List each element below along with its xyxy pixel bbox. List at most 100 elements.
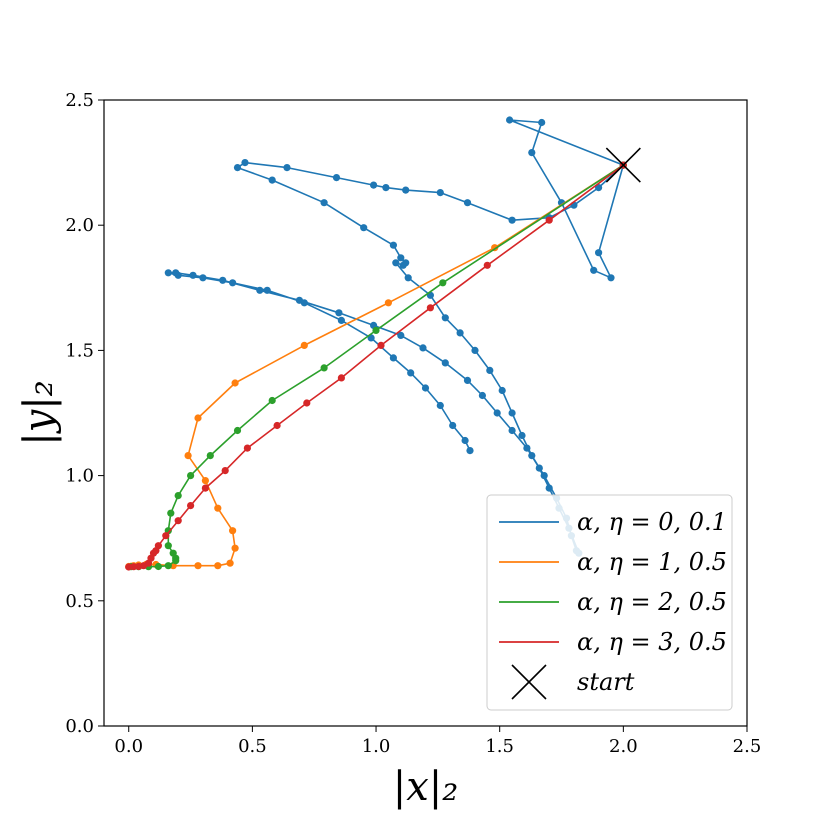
y-tick-label: 1.5 bbox=[65, 340, 94, 361]
series-1-point bbox=[590, 266, 598, 274]
legend-label: start bbox=[577, 668, 635, 696]
series-4-point bbox=[545, 216, 553, 224]
series-1-point bbox=[471, 346, 479, 354]
series-4-point bbox=[174, 517, 182, 525]
series-1-point bbox=[219, 276, 227, 284]
series-1-point bbox=[199, 274, 207, 282]
plot-area bbox=[125, 116, 641, 571]
series-3-point bbox=[320, 364, 328, 372]
series-1-point bbox=[241, 159, 249, 167]
series-1-point bbox=[370, 181, 378, 189]
plot-frame bbox=[103, 99, 748, 727]
series-1-point bbox=[337, 316, 345, 324]
x-axis-ticks: 0.0 0.5 1.0 1.5 2.0 2.5 bbox=[114, 726, 761, 757]
series-3-point bbox=[206, 452, 214, 460]
series-1-point bbox=[389, 354, 397, 362]
series-2-point bbox=[229, 527, 237, 535]
series-1-point bbox=[436, 189, 444, 197]
series-3-point bbox=[172, 557, 180, 565]
legend-item-start: start bbox=[511, 664, 635, 700]
series-1-point bbox=[300, 299, 308, 307]
legend-item: α, η = 3, 0.5 bbox=[499, 628, 727, 656]
series-4-point bbox=[483, 261, 491, 269]
series-1-point bbox=[538, 118, 546, 127]
series-1-point bbox=[402, 186, 410, 194]
series-1-point bbox=[174, 271, 182, 279]
series-1-point bbox=[493, 409, 501, 417]
series-4-point bbox=[187, 502, 195, 510]
series-1-point bbox=[360, 224, 368, 232]
y-tick-label: 0.0 bbox=[65, 716, 94, 737]
x-axis-label: |x|₂ bbox=[393, 764, 459, 810]
legend-item: α, η = 1, 0.5 bbox=[499, 548, 727, 576]
series-1-point bbox=[441, 359, 449, 367]
series-1-point bbox=[229, 279, 237, 287]
legend-label: α, η = 0, 0.1 bbox=[577, 508, 727, 536]
series-3-point bbox=[268, 396, 276, 405]
series-1-line bbox=[167, 119, 625, 554]
series-1-point bbox=[595, 249, 603, 257]
y-tick-label: 2.5 bbox=[65, 90, 94, 111]
series-2-point bbox=[194, 562, 202, 570]
series-1-point bbox=[466, 447, 474, 455]
legend-label: α, η = 2, 0.5 bbox=[577, 588, 727, 616]
series-1-point bbox=[164, 269, 172, 277]
x-tick-label: 0.5 bbox=[238, 736, 267, 757]
series-2-point bbox=[231, 544, 239, 552]
legend-box bbox=[486, 494, 733, 711]
series-1-point bbox=[463, 199, 472, 207]
y-tick-label: 1.0 bbox=[65, 466, 94, 487]
series-2-point bbox=[384, 299, 392, 307]
series-4-point bbox=[125, 563, 133, 571]
series-4-point bbox=[221, 467, 229, 475]
x-tick-label: 2.5 bbox=[733, 736, 762, 757]
series-4-point bbox=[273, 421, 281, 430]
series-3 bbox=[127, 161, 627, 571]
series-1-point bbox=[436, 401, 444, 410]
series-2-point bbox=[226, 559, 234, 567]
y-tick-label: 2.0 bbox=[65, 215, 94, 236]
series-1-point bbox=[268, 176, 276, 184]
series-1-point bbox=[233, 164, 242, 172]
start-marker bbox=[605, 147, 641, 183]
series-1-point bbox=[461, 436, 469, 445]
legend-item: α, η = 2, 0.5 bbox=[499, 588, 727, 616]
series-1-point bbox=[407, 369, 415, 377]
x-tick-label: 0.0 bbox=[114, 736, 143, 757]
series-1-point bbox=[256, 286, 264, 294]
legend-items: α, η = 0, 0.1 α, η = 1, 0.5 α, η = 2, 0.5 α… bbox=[499, 508, 727, 700]
series-2-point bbox=[184, 452, 192, 460]
series-1-point bbox=[263, 286, 271, 294]
series-4-point bbox=[303, 399, 311, 407]
series-1-point bbox=[421, 384, 430, 392]
series-4-point bbox=[337, 374, 345, 382]
series-1-point bbox=[508, 216, 516, 224]
series-4-point bbox=[377, 341, 385, 349]
series-1-point bbox=[449, 421, 457, 430]
series-1-point bbox=[545, 484, 553, 492]
x-tick-label: 2.0 bbox=[609, 736, 638, 757]
series-2-point bbox=[214, 504, 222, 512]
series-4-point bbox=[201, 484, 209, 492]
series-1-point bbox=[535, 464, 543, 472]
series-1-point bbox=[478, 391, 486, 400]
series-1-point bbox=[404, 274, 412, 282]
series-2-point bbox=[201, 477, 209, 485]
series-3-point bbox=[164, 562, 172, 570]
series-4-point bbox=[243, 444, 251, 452]
series-1-point bbox=[498, 386, 506, 395]
series-1-point bbox=[392, 259, 400, 267]
series-1-point bbox=[607, 274, 615, 282]
series-4 bbox=[125, 161, 627, 571]
series-2-point bbox=[300, 341, 308, 349]
series-3-point bbox=[167, 509, 175, 517]
series-1-point bbox=[528, 149, 536, 157]
legend: α, η = 0, 0.1 α, η = 1, 0.5 α, η = 2, 0.5 α… bbox=[486, 494, 733, 711]
y-axis-ticks: 0.0 0.5 1.0 1.5 2.0 2.5 bbox=[65, 90, 104, 737]
series-1-point bbox=[332, 174, 341, 182]
series-3-point bbox=[154, 562, 162, 571]
series-1-point bbox=[389, 241, 397, 249]
series-1-point bbox=[382, 184, 390, 192]
series-1-point bbox=[523, 444, 531, 452]
